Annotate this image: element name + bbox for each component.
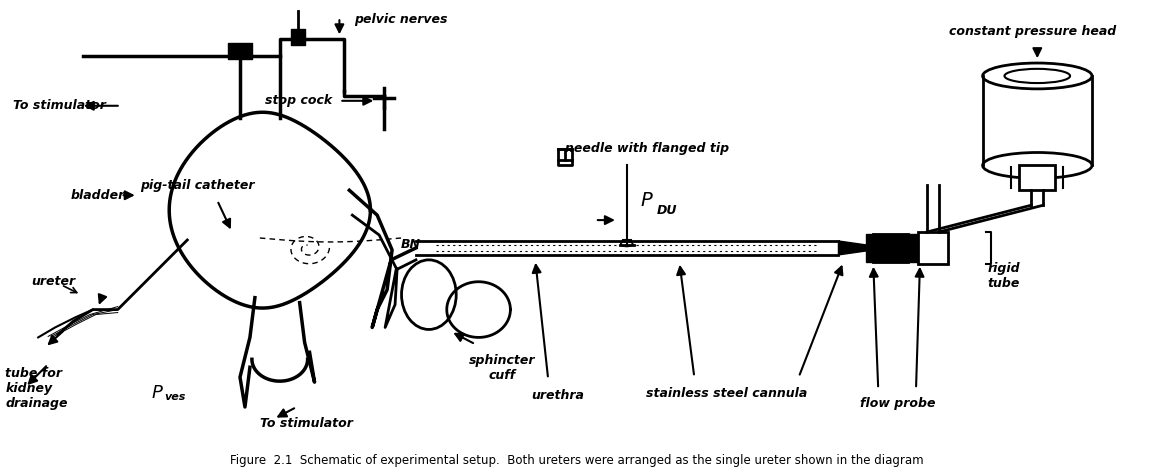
- Bar: [1020, 165, 1056, 190]
- Bar: [866, 234, 918, 262]
- Text: pig-tail catheter: pig-tail catheter: [140, 179, 254, 192]
- Text: To stimulator: To stimulator: [14, 99, 106, 112]
- Text: To stimulator: To stimulator: [260, 417, 352, 430]
- Text: rigid
tube: rigid tube: [988, 262, 1020, 290]
- Text: Figure  2.1  Schematic of experimental setup.  Both ureters were arranged as the: Figure 2.1 Schematic of experimental set…: [230, 454, 924, 466]
- Text: stop cock: stop cock: [264, 94, 333, 107]
- Text: DU: DU: [656, 204, 677, 217]
- Bar: [918, 232, 948, 264]
- Text: stainless steel cannula: stainless steel cannula: [647, 387, 807, 400]
- Text: tube for
kidney
drainage: tube for kidney drainage: [6, 367, 68, 410]
- Text: $\mathit{P}$: $\mathit{P}$: [150, 384, 163, 402]
- Text: urethra: urethra: [531, 389, 584, 402]
- Polygon shape: [839, 241, 873, 255]
- Text: sphincter
cuff: sphincter cuff: [469, 354, 535, 383]
- Ellipse shape: [620, 241, 633, 246]
- Text: ves: ves: [164, 392, 186, 402]
- Text: constant pressure head: constant pressure head: [948, 25, 1116, 38]
- Ellipse shape: [983, 63, 1091, 89]
- Bar: [873, 234, 908, 262]
- Text: ureter: ureter: [31, 275, 75, 288]
- Text: needle with flanged tip: needle with flanged tip: [565, 142, 729, 155]
- Text: BN: BN: [401, 238, 422, 251]
- Text: pelvic nerves: pelvic nerves: [355, 13, 448, 27]
- Ellipse shape: [983, 153, 1091, 178]
- Text: bladder: bladder: [70, 189, 125, 202]
- Text: $\mathit{P}$: $\mathit{P}$: [640, 191, 654, 210]
- Text: flow probe: flow probe: [860, 397, 936, 410]
